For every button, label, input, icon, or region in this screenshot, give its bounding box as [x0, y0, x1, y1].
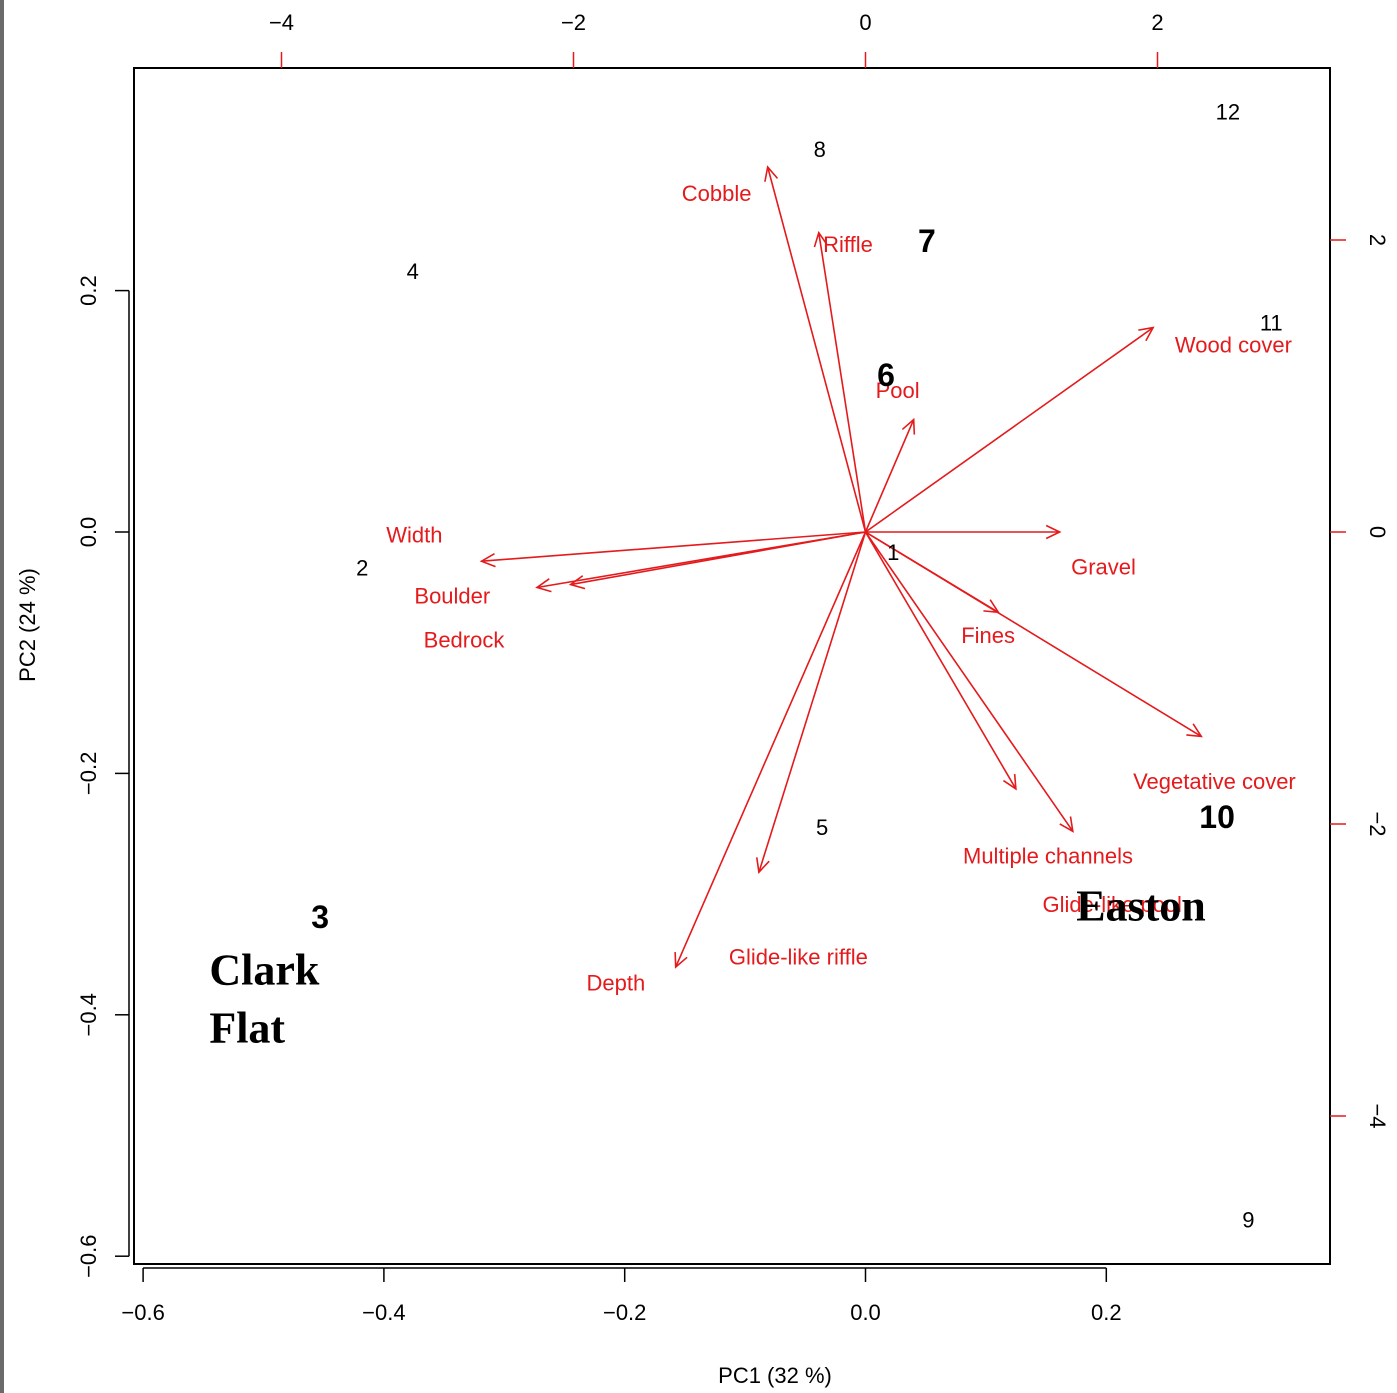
loading-label: Glide-like pool [1043, 892, 1182, 917]
plot-frame [133, 67, 1331, 1265]
x-axis-title: PC1 (32 %) [718, 1363, 832, 1388]
y-tick-label: −0.6 [76, 1234, 101, 1277]
loading-arrow-shaft [864, 531, 1074, 832]
loading-arrow-shaft [481, 531, 866, 562]
loading-arrow-shaft [570, 531, 866, 586]
loading-arrow-shaft [674, 531, 867, 968]
loading-arrow-head [1045, 524, 1062, 540]
loading-arrow-head [813, 230, 828, 248]
observation-label: 3 [311, 899, 329, 935]
y-tick-label: 0.2 [76, 275, 101, 306]
observation-label: 7 [918, 223, 936, 259]
loading-label: Gravel [1071, 555, 1136, 580]
loading-label: Glide-like riffle [729, 944, 868, 969]
right-tick-label: −2 [1365, 811, 1390, 836]
top-tick-label: −2 [561, 10, 586, 35]
site-annotation: Clark Flat [209, 946, 320, 1053]
loading-arrow-shaft [865, 326, 1154, 533]
loading-label: Pool [876, 378, 920, 403]
loading-arrow-head [674, 952, 688, 969]
top-tick-label: −4 [269, 10, 294, 35]
y-tick-label: −0.2 [76, 752, 101, 795]
x-tick-label: 0.0 [850, 1300, 881, 1325]
loading-arrows: Cobble Riffle Pool Wood cover Width Boulder Be… [386, 165, 1296, 996]
loading-arrow-head [568, 575, 586, 590]
y-axis-title: PC2 (24 %) [15, 568, 40, 682]
loading-arrow-head [764, 165, 779, 182]
site-annotation: Easton [1076, 882, 1206, 931]
loading-arrow-head [1186, 723, 1203, 738]
top-tick-label: 0 [859, 10, 871, 35]
observation-label: 2 [356, 556, 368, 581]
bottom-axis: −0.6 −0.4 −0.2 0.0 0.2 [121, 1267, 1122, 1325]
loading-label: Fines [961, 623, 1015, 648]
loading-arrow-shaft [758, 531, 867, 873]
right-axis: −4 −2 0 2 [1330, 234, 1390, 1129]
loading-arrow-head [755, 857, 770, 874]
loading-label: Riffle [823, 232, 873, 257]
y-tick-label: 0.0 [76, 517, 101, 548]
observation-label: 5 [816, 815, 828, 840]
loading-arrow-head [1059, 816, 1074, 833]
top-tick-label: 2 [1151, 10, 1163, 35]
observation-label: 12 [1216, 99, 1240, 124]
loading-arrow-head [901, 417, 916, 435]
y-tick-label: −0.4 [76, 993, 101, 1036]
loading-label: Width [386, 522, 442, 547]
loading-label: Wood cover [1175, 333, 1292, 358]
loading-arrow-shaft [864, 419, 915, 533]
right-tick-label: 2 [1365, 234, 1390, 246]
loading-arrow-shaft [817, 232, 867, 533]
left-axis: −0.6 −0.4 −0.2 0.0 0.2 [76, 275, 130, 1278]
top-axis: −4 −2 0 2 [269, 10, 1164, 68]
loading-label: Boulder [414, 584, 490, 609]
loading-arrow-shaft [864, 531, 1017, 790]
loading-label: Multiple channels [963, 844, 1133, 869]
x-tick-label: −0.6 [121, 1300, 164, 1325]
loading-label: Bedrock [424, 628, 506, 653]
observation-label: 9 [1242, 1207, 1254, 1232]
right-tick-label: 0 [1365, 526, 1390, 538]
loading-arrow-head [1002, 773, 1017, 791]
right-tick-label: −4 [1365, 1103, 1390, 1128]
site-annotations: Clark Flat Easton [209, 882, 1205, 1053]
x-tick-label: 0.2 [1091, 1300, 1122, 1325]
observation-label: 10 [1199, 799, 1235, 835]
left-edge-bar [0, 0, 4, 1393]
x-tick-label: −0.4 [362, 1300, 405, 1325]
site-annotation-line: Clark [209, 946, 320, 995]
loading-label: Cobble [682, 181, 752, 206]
loading-arrow-shaft [865, 531, 1202, 738]
loading-arrow-shaft [766, 166, 867, 533]
observation-label: 11 [1260, 311, 1283, 336]
loading-arrow-head [535, 578, 552, 593]
x-tick-label: −0.2 [603, 1300, 646, 1325]
loading-label: Vegetative cover [1133, 769, 1296, 794]
observation-label: 4 [407, 259, 419, 284]
loading-arrow-head [1138, 326, 1155, 342]
observation-label: 8 [814, 137, 826, 162]
loading-arrow-head [479, 552, 496, 568]
observation-label: 1 [887, 540, 899, 565]
loading-label: Depth [586, 971, 645, 996]
site-annotation-line: Easton [1076, 882, 1206, 931]
observation-label: 6 [877, 357, 895, 393]
site-annotation-line: Flat [209, 1004, 285, 1053]
